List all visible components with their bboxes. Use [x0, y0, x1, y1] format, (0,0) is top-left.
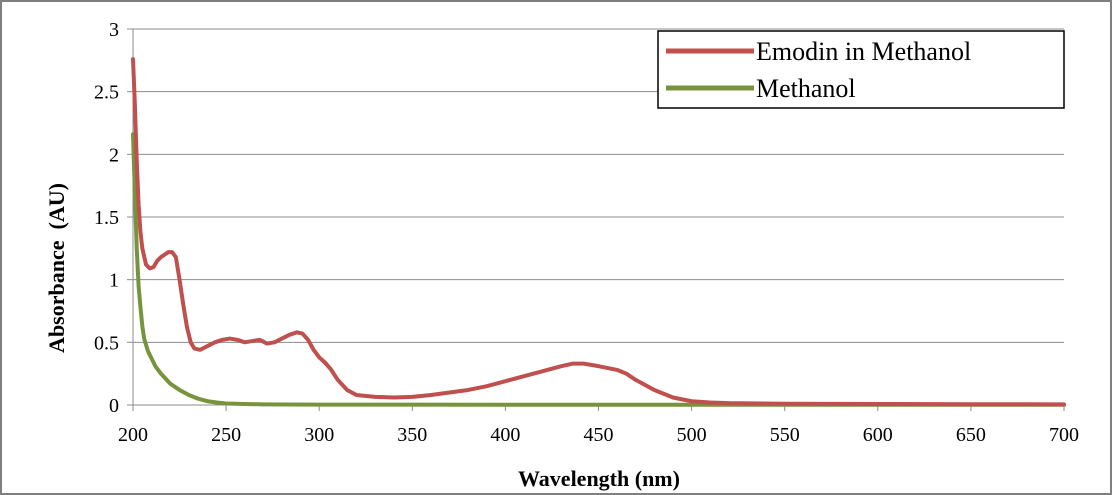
x-tick-label: 600: [863, 424, 893, 446]
y-tick-labels: 0 0.5 1 1.5 2 2.5 3: [94, 19, 119, 417]
y-tick-label: 1.5: [94, 207, 119, 229]
legend-box: [657, 30, 1065, 109]
y-tick-label: 2: [109, 144, 119, 166]
x-tick-label: 350: [397, 424, 427, 446]
x-tick-label: 300: [304, 424, 334, 446]
x-tick-label: 450: [584, 424, 614, 446]
y-tick-label: 0.5: [94, 332, 119, 354]
y-tick-label: 2.5: [94, 82, 119, 104]
x-tick-label: 200: [118, 424, 148, 446]
series-line-emodin: [131, 57, 1066, 407]
legend: Emodin in Methanol Methanol: [657, 30, 1065, 109]
x-tick-labels: 200 250 300 350 400 450 500 550 600 650 700: [118, 424, 1079, 446]
legend-label-methanol: Methanol: [756, 74, 856, 103]
y-tick-label: 3: [109, 19, 119, 41]
x-tick-label: 700: [1049, 424, 1079, 446]
x-tick-label: 550: [770, 424, 800, 446]
x-tick-label: 650: [956, 424, 986, 446]
series-line-methanol: [131, 132, 1066, 407]
x-tick-label: 500: [677, 424, 707, 446]
y-axis-title: Absorbance (AU): [44, 183, 69, 353]
x-tick-label: 250: [211, 424, 241, 446]
legend-label-emodin: Emodin in Methanol: [756, 37, 971, 66]
y-tick-label: 0: [109, 395, 119, 417]
y-tick-label: 1: [109, 270, 119, 292]
x-tick-label: 400: [490, 424, 520, 446]
series-lines: [131, 57, 1066, 407]
x-axis-title: Wavelength (nm): [518, 466, 680, 491]
